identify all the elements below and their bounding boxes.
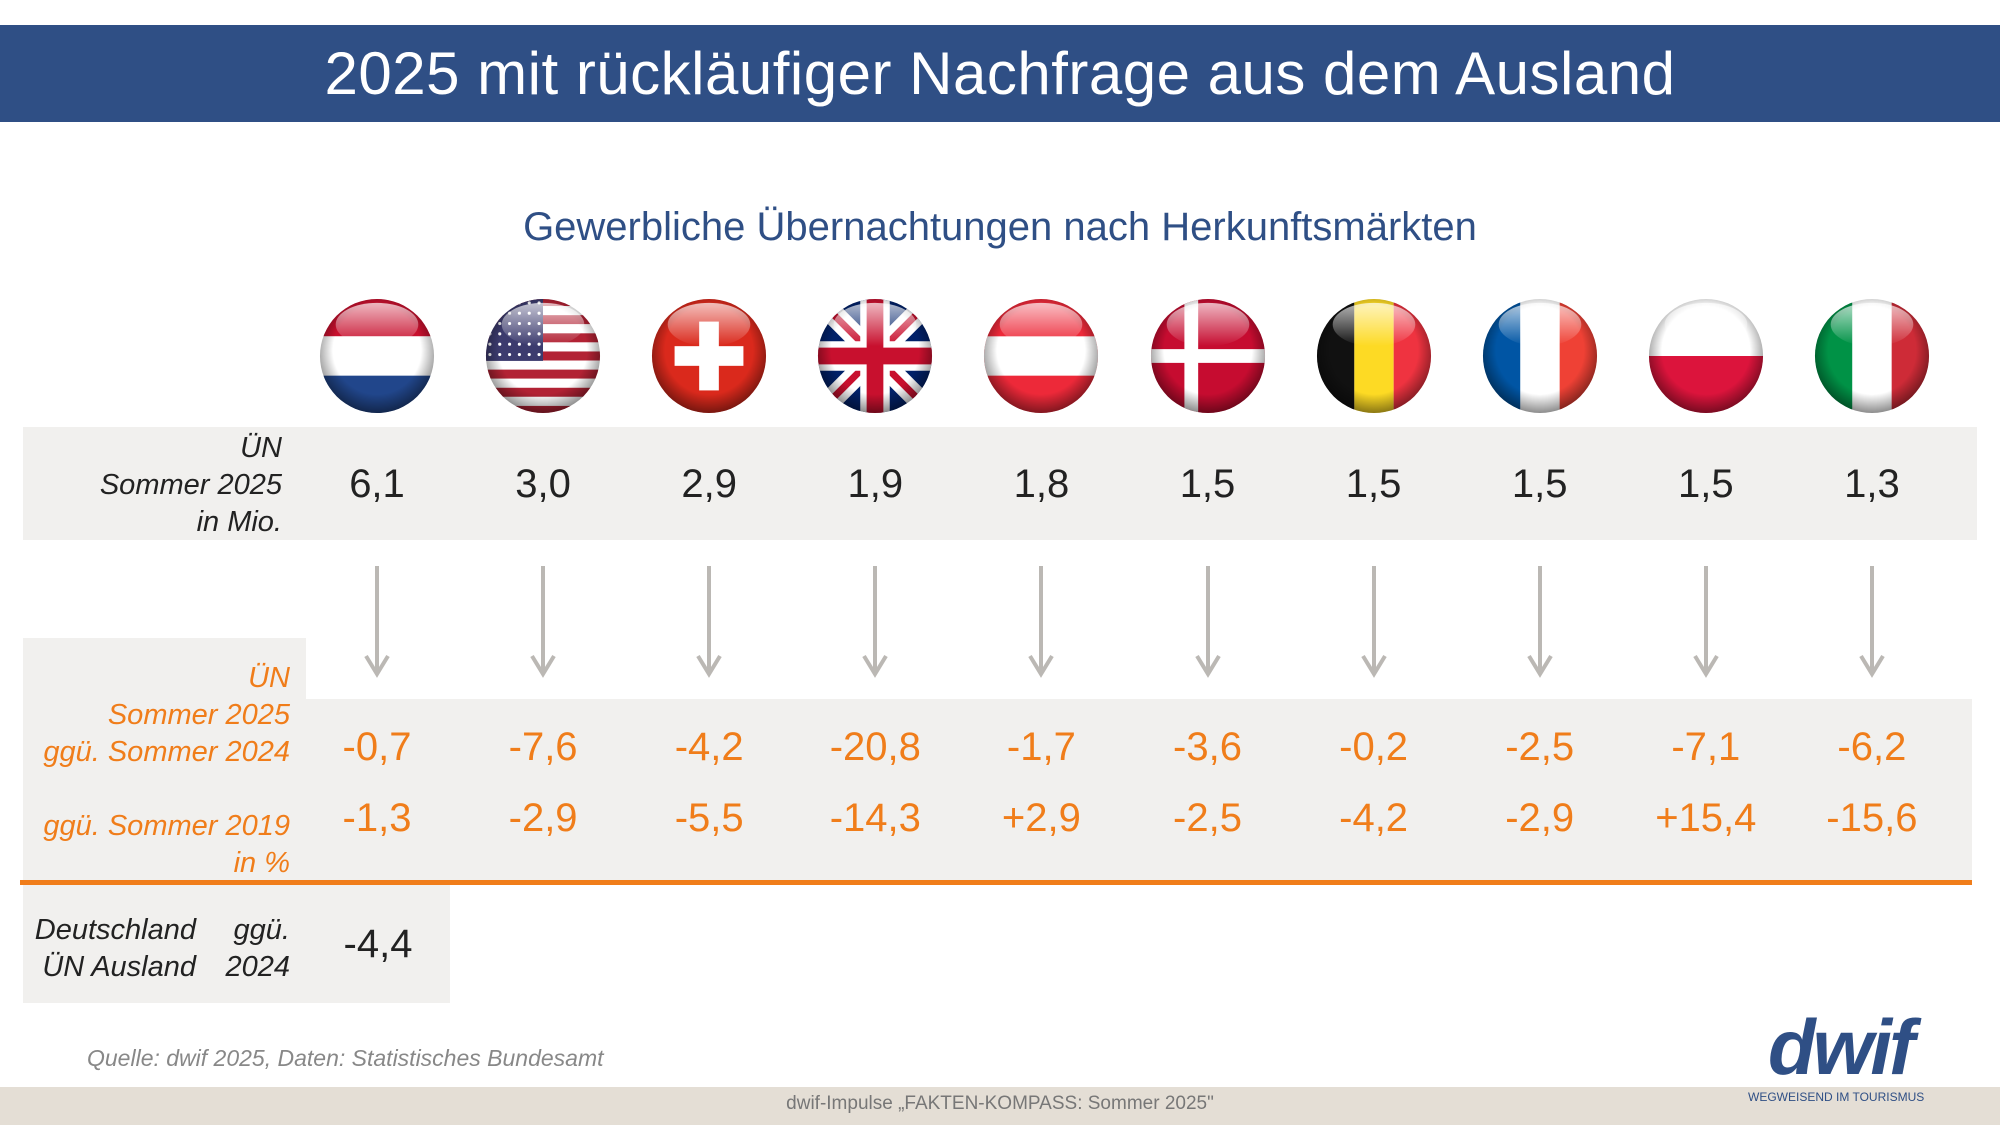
germany-value: -4,4 xyxy=(343,922,413,966)
germany-band xyxy=(23,885,450,1003)
market-vs2024-value: -4,2 xyxy=(674,725,744,769)
down-arrow-icon xyxy=(530,566,556,678)
market-un-value: 1,8 xyxy=(1013,462,1070,506)
market-vs2024-value: -7,1 xyxy=(1671,725,1741,769)
label-line: Sommer 2025 xyxy=(107,699,290,731)
germany-label-right: ggü. 2024 xyxy=(206,912,290,986)
label-line: in Mio. xyxy=(196,506,282,538)
market-vs2019-value: -2,9 xyxy=(1505,796,1575,840)
market-un-value: 1,5 xyxy=(1345,462,1402,506)
denmark-flag-icon xyxy=(1149,297,1267,415)
down-arrow-icon xyxy=(1859,566,1885,678)
market-un-value: 1,9 xyxy=(847,462,904,506)
switzerland-flag-icon xyxy=(650,297,768,415)
down-arrow-icon xyxy=(1693,566,1719,678)
dwif-logo: dwif xyxy=(1740,1010,1940,1084)
uk-flag-icon xyxy=(816,297,934,415)
source-note: Quelle: dwif 2025, Daten: Statistisches … xyxy=(87,1045,604,1071)
label-line: ggü. xyxy=(233,914,290,946)
down-arrow-icon xyxy=(1360,566,1387,678)
label-line: in % xyxy=(233,847,290,879)
page-title: 2025 mit rückläufiger Nachfrage aus dem … xyxy=(0,25,2000,122)
market-vs2019-value: -4,2 xyxy=(1339,796,1409,840)
logo-word: dwif xyxy=(1768,1010,1915,1084)
market-vs2024-value: -0,2 xyxy=(1339,725,1409,769)
poland-flag-icon xyxy=(1647,297,1765,415)
austria-flag-icon xyxy=(982,297,1100,415)
market-vs2019-value: +2,9 xyxy=(1001,796,1081,840)
market-un-value: 1,5 xyxy=(1511,462,1568,506)
market-vs2019-value: -2,9 xyxy=(508,796,578,840)
market-vs2019-value: -14,3 xyxy=(829,796,921,840)
market-vs2019-value: -15,6 xyxy=(1826,796,1918,840)
market-vs2024-value: -6,2 xyxy=(1837,725,1907,769)
market-vs2024-value: -1,7 xyxy=(1006,725,1076,769)
footer: dwif-Impulse „FAKTEN-KOMPASS: Sommer 202… xyxy=(786,1093,1214,1114)
logo-tagline: WEGWEISEND IM TOURISMUS xyxy=(1748,1090,1925,1104)
label-line: ggü. Sommer 2019 xyxy=(43,810,290,842)
market-un-value: 1,3 xyxy=(1844,462,1900,506)
row3-label: ggü. Sommer 2019 in % xyxy=(30,808,290,882)
market-vs2024-value: -2,5 xyxy=(1505,725,1575,769)
down-arrow-icon xyxy=(696,566,722,678)
label-line: ggü. Sommer 2024 xyxy=(43,736,290,768)
market-vs2019-value: -5,5 xyxy=(674,796,744,840)
orange-divider xyxy=(20,880,1972,885)
market-un-value: 2,9 xyxy=(681,462,737,506)
belgium-flag-icon xyxy=(1315,297,1433,415)
label-line: ÜN xyxy=(240,432,282,464)
france-flag-icon xyxy=(1481,297,1599,415)
market-vs2024-value: -3,6 xyxy=(1173,725,1242,769)
netherlands-flag-icon xyxy=(318,297,436,415)
market-un-value: 1,5 xyxy=(1677,462,1734,506)
market-un-value: 3,0 xyxy=(515,462,571,506)
down-arrow-icon xyxy=(1194,566,1221,678)
chart-subtitle: Gewerbliche Übernachtungen nach Herkunft… xyxy=(523,205,1477,249)
label-line: ÜN xyxy=(248,662,290,694)
label-line: ÜN Ausland xyxy=(42,951,196,983)
market-vs2019-value: -2,5 xyxy=(1173,796,1242,840)
usa-flag-icon xyxy=(484,297,602,415)
label-line: Deutschland xyxy=(34,914,196,946)
row1-label: ÜN Sommer 2025 in Mio. xyxy=(60,430,282,541)
market-vs2024-value: -20,8 xyxy=(829,725,921,769)
row2-band xyxy=(23,699,1972,880)
row1-band xyxy=(23,427,1977,540)
italy-flag-icon xyxy=(1813,297,1931,415)
market-vs2019-value: +15,4 xyxy=(1655,796,1757,840)
down-arrow-icon xyxy=(1028,566,1055,678)
market-un-value: 1,5 xyxy=(1179,462,1236,506)
label-line: Sommer 2025 xyxy=(99,469,282,501)
down-arrow-icon xyxy=(1526,566,1553,678)
market-vs2024-value: -7,6 xyxy=(508,725,578,769)
market-un-value: 6,1 xyxy=(349,462,405,506)
down-arrow-icon xyxy=(364,566,390,678)
market-vs2024-value: -0,7 xyxy=(342,725,412,769)
market-vs2019-value: -1,3 xyxy=(342,796,412,840)
footer-band xyxy=(0,1087,2000,1125)
germany-label-left: Deutschland ÜN Ausland xyxy=(26,912,196,986)
down-arrow-icon xyxy=(862,566,889,678)
row2-label: ÜN Sommer 2025 ggü. Sommer 2024 xyxy=(30,660,290,771)
label-line: 2024 xyxy=(225,951,290,983)
